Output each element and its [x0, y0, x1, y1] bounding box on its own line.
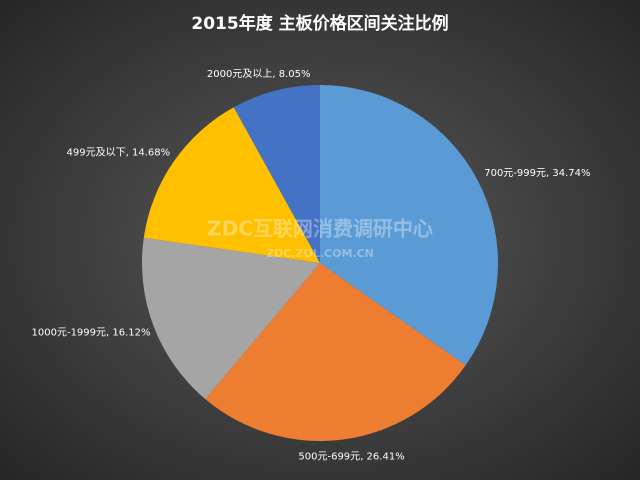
data-label: 2000元及以上, 8.05%: [207, 68, 311, 80]
value-label: 34.74%: [552, 168, 590, 179]
data-label: 1000元-1999元, 16.12%: [32, 327, 151, 338]
value-label: 26.41%: [367, 451, 405, 462]
label-separator: ,: [546, 168, 552, 179]
category-label: 1000元-1999元: [32, 327, 107, 338]
category-label: 500元-699元: [298, 451, 360, 462]
label-separator: ,: [272, 69, 278, 80]
label-separator: ,: [126, 147, 132, 158]
data-label: 700元-999元, 34.74%: [484, 168, 590, 179]
data-label: 499元及以下, 14.68%: [67, 146, 171, 158]
watermark: ZDC互联网消费调研中心: [207, 217, 433, 241]
pie-slice: [143, 107, 320, 263]
pie-slice: [205, 263, 466, 441]
watermark-url: ZDC.ZOL.COM.CN: [266, 247, 374, 260]
category-label: 700元-999元: [484, 168, 546, 179]
pie: [142, 85, 499, 441]
category-label: 2000元及以上: [207, 68, 272, 80]
chart-title: 2015年度 主板价格区间关注比例: [191, 13, 448, 34]
category-label: 499元及以下: [67, 146, 126, 158]
pie-slice: [233, 85, 320, 263]
pie-slice: [142, 237, 320, 400]
labels: 700元-999元, 34.74% 500元-699元, 26.41% 1000元-…: [32, 68, 591, 462]
data-label: 500元-699元, 26.41%: [298, 451, 404, 462]
pie-slice: [320, 85, 499, 366]
value-label: 16.12%: [112, 327, 150, 338]
value-label: 8.05%: [279, 69, 311, 80]
label-separator: ,: [360, 451, 366, 462]
value-label: 14.68%: [132, 147, 170, 158]
label-separator: ,: [106, 327, 112, 338]
